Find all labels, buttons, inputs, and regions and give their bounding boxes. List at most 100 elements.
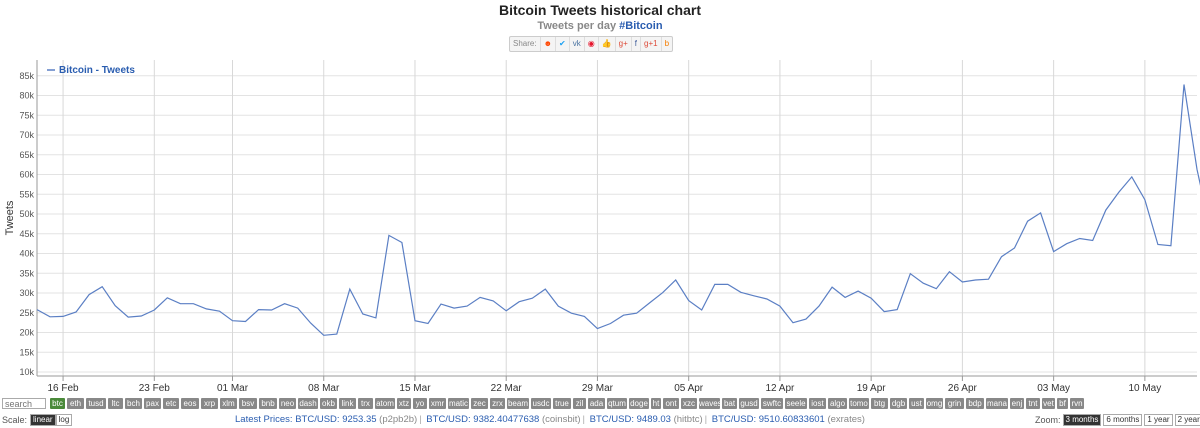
coin-button-zil[interactable]: zil	[573, 398, 586, 409]
coin-button-xtz[interactable]: xtz	[397, 398, 411, 409]
coin-button-rvn[interactable]: rvn	[1070, 398, 1084, 409]
coin-button-grin[interactable]: grin	[945, 398, 964, 409]
coin-button-matic[interactable]: matic	[448, 398, 469, 409]
coin-button-iost[interactable]: iost	[809, 398, 826, 409]
prices-label: Latest Prices:	[235, 414, 293, 425]
share-bar: Share: ☻ ✔ vk ◉ 👍 g+ f g+1 b	[509, 36, 674, 52]
y-tick-label: 40k	[19, 249, 34, 259]
like-icon[interactable]: 👍	[599, 37, 616, 51]
coin-button-vet[interactable]: vet	[1042, 398, 1055, 409]
y-tick-label: 35k	[19, 268, 34, 278]
coin-button-ht[interactable]: ht	[651, 398, 661, 409]
coin-button-bdp[interactable]: bdp	[966, 398, 984, 409]
scale-control: Scale: linear log	[2, 414, 73, 426]
coin-button-enj[interactable]: enj	[1010, 398, 1024, 409]
zoom-button-2-years[interactable]: 2 years	[1174, 414, 1200, 426]
price-pair: BTC/USD:	[709, 414, 759, 425]
price-pair: BTC/USD:	[295, 414, 343, 425]
y-tick-label: 75k	[19, 110, 34, 120]
coin-button-atom[interactable]: atom	[375, 398, 395, 409]
coin-button-yo[interactable]: yo	[413, 398, 427, 409]
coin-button-etc[interactable]: etc	[163, 398, 179, 409]
y-tick-label: 65k	[19, 150, 34, 160]
price-value[interactable]: 9489.03	[636, 414, 674, 425]
coin-button-link[interactable]: link	[339, 398, 356, 409]
coin-button-seele[interactable]: seele	[785, 398, 807, 409]
coin-button-ont[interactable]: ont	[663, 398, 679, 409]
google-plus-icon[interactable]: g+	[616, 37, 632, 51]
coin-button-xlm[interactable]: xlm	[220, 398, 237, 409]
price-value[interactable]: 9510.60833601	[758, 414, 828, 425]
coin-button-xzc[interactable]: xzc	[681, 398, 697, 409]
y-tick-label: 10k	[19, 367, 34, 377]
google-plus-one-icon[interactable]: g+1	[641, 37, 662, 51]
x-tick-label: 16 Feb	[47, 383, 79, 394]
coin-button-xmr[interactable]: xmr	[429, 398, 446, 409]
coin-button-pax[interactable]: pax	[144, 398, 161, 409]
coin-button-waves[interactable]: waves	[699, 398, 722, 409]
y-tick-label: 80k	[19, 91, 34, 101]
coin-button-bnb[interactable]: bnb	[259, 398, 277, 409]
scale-log-button[interactable]: log	[55, 414, 73, 426]
coin-selector: btc eth tusd ltc bch pax etc eos xrp xlm bsv bnb neo…	[50, 398, 1200, 410]
blogger-icon[interactable]: b	[664, 39, 670, 48]
zoom-button-3-months[interactable]: 3 months	[1062, 414, 1102, 426]
coin-button-neo[interactable]: neo	[279, 398, 296, 409]
coin-button-usdc[interactable]: usdc	[531, 398, 551, 409]
x-tick-label: 12 Apr	[765, 383, 795, 394]
coin-button-ada[interactable]: ada	[588, 398, 605, 409]
y-tick-label: 50k	[19, 209, 34, 219]
y-tick-label: 60k	[19, 170, 34, 180]
price-value[interactable]: 9253.35	[342, 414, 380, 425]
coin-button-xrp[interactable]: xrp	[201, 398, 218, 409]
coin-button-tusd[interactable]: tusd	[86, 398, 106, 409]
coin-button-bf[interactable]: bf	[1057, 398, 1068, 409]
coin-button-ltc[interactable]: ltc	[108, 398, 123, 409]
coin-button-bat[interactable]: bat	[722, 398, 737, 409]
coin-button-zec[interactable]: zec	[471, 398, 488, 409]
price-separator: |	[582, 414, 585, 425]
coin-button-swftc[interactable]: swftc	[761, 398, 783, 409]
coin-button-okb[interactable]: okb	[320, 398, 337, 409]
coin-button-beam[interactable]: beam	[507, 398, 529, 409]
coin-button-tomo[interactable]: tomo	[849, 398, 869, 409]
chart-subtitle: Tweets per day #Bitcoin	[0, 20, 1200, 32]
coin-button-btc[interactable]: btc	[50, 398, 65, 409]
coin-button-omg[interactable]: omg	[926, 398, 943, 409]
price-pair: BTC/USD:	[423, 414, 474, 425]
coin-button-bsv[interactable]: bsv	[239, 398, 257, 409]
coin-button-eos[interactable]: eos	[181, 398, 199, 409]
facebook-icon[interactable]: f	[632, 37, 642, 51]
coin-button-dgb[interactable]: dgb	[890, 398, 907, 409]
coin-button-bch[interactable]: bch	[125, 398, 142, 409]
coin-button-zrx[interactable]: zrx	[490, 398, 505, 409]
coin-button-btg[interactable]: btg	[871, 398, 888, 409]
price-source: (coinsbit)	[541, 414, 581, 425]
coin-button-gusd[interactable]: gusd	[739, 398, 759, 409]
vk-icon[interactable]: vk	[570, 37, 585, 51]
share-label: Share:	[510, 37, 541, 51]
y-tick-label: 55k	[19, 189, 34, 199]
coin-button-doge[interactable]: doge	[629, 398, 649, 409]
coin-button-true[interactable]: true	[553, 398, 571, 409]
coin-button-ust[interactable]: ust	[909, 398, 924, 409]
coin-button-trx[interactable]: trx	[358, 398, 373, 409]
coin-button-dash[interactable]: dash	[298, 398, 318, 409]
coin-search-input[interactable]	[2, 398, 46, 409]
coin-button-mana[interactable]: mana	[986, 398, 1008, 409]
reddit-icon[interactable]: ☻	[541, 37, 556, 51]
x-tick-label: 01 Mar	[217, 383, 249, 394]
twitter-icon[interactable]: ✔	[556, 37, 570, 51]
coin-button-tnt[interactable]: tnt	[1026, 398, 1040, 409]
price-value[interactable]: 9382.40477638	[473, 414, 542, 425]
hashtag-link[interactable]: #Bitcoin	[619, 20, 663, 32]
coin-button-eth[interactable]: eth	[67, 398, 84, 409]
zoom-button-6-months[interactable]: 6 months	[1103, 414, 1143, 426]
weibo-icon[interactable]: ◉	[585, 37, 599, 51]
zoom-button-1-year[interactable]: 1 year	[1144, 414, 1173, 426]
x-tick-label: 26 Apr	[948, 383, 978, 394]
coin-button-algo[interactable]: algo	[828, 398, 847, 409]
y-axis-label: Tweets	[4, 200, 16, 235]
coin-button-qtum[interactable]: qtum	[607, 398, 627, 409]
scale-linear-button[interactable]: linear	[30, 414, 56, 426]
